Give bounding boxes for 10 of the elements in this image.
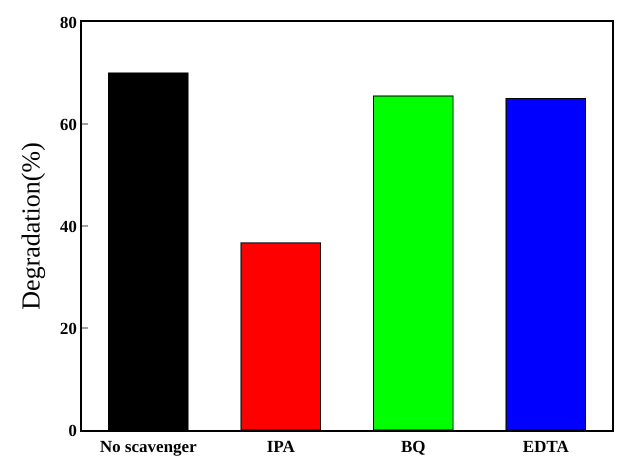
x-tick-label: IPA: [266, 437, 296, 456]
y-tick-label: 20: [60, 318, 77, 338]
y-tick-label: 0: [68, 420, 77, 440]
x-tick-label: EDTA: [522, 437, 570, 456]
y-tick-label: 60: [60, 114, 77, 134]
y-axis-title: Degradation(%): [16, 142, 46, 310]
y-tick-label: 80: [60, 12, 77, 32]
x-tick-label: BQ: [400, 437, 426, 456]
x-tick-label: No scavenger: [100, 437, 198, 456]
y-tick-label: 40: [60, 216, 77, 236]
